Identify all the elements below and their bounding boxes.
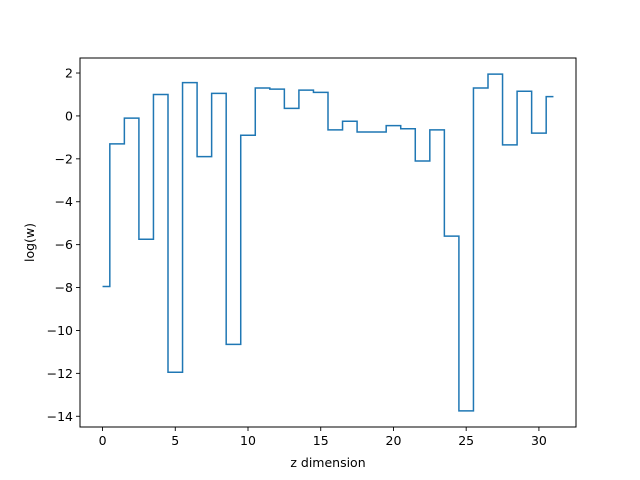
y-tick-label: −14 [47, 409, 73, 424]
y-axis-label: log(w) [22, 223, 37, 262]
x-tick-label: 30 [531, 433, 547, 448]
x-axis-ticks: 0 5 10 15 20 25 30 [99, 427, 547, 448]
plot-area [102, 73, 554, 412]
y-tick-label: −12 [47, 366, 73, 381]
y-tick-label: −8 [55, 280, 73, 295]
x-tick-label: 25 [458, 433, 474, 448]
y-axis-ticks: −14 −12 −10 −8 −6 −4 −2 0 2 [47, 66, 80, 424]
x-tick-label: 0 [99, 433, 107, 448]
x-axis-label: z dimension [290, 455, 365, 470]
y-tick-label: −6 [55, 237, 73, 252]
x-tick-label: 15 [313, 433, 329, 448]
x-tick-label: 20 [386, 433, 402, 448]
y-tick-label: 0 [65, 108, 73, 123]
y-tick-label: 2 [65, 66, 73, 81]
x-tick-label: 10 [240, 433, 256, 448]
y-tick-label: −10 [47, 323, 73, 338]
y-tick-label: −2 [55, 151, 73, 166]
axes-frame [79, 57, 577, 428]
series-line [102, 73, 554, 412]
x-tick-label: 5 [171, 433, 179, 448]
y-tick-label: −4 [55, 194, 73, 209]
